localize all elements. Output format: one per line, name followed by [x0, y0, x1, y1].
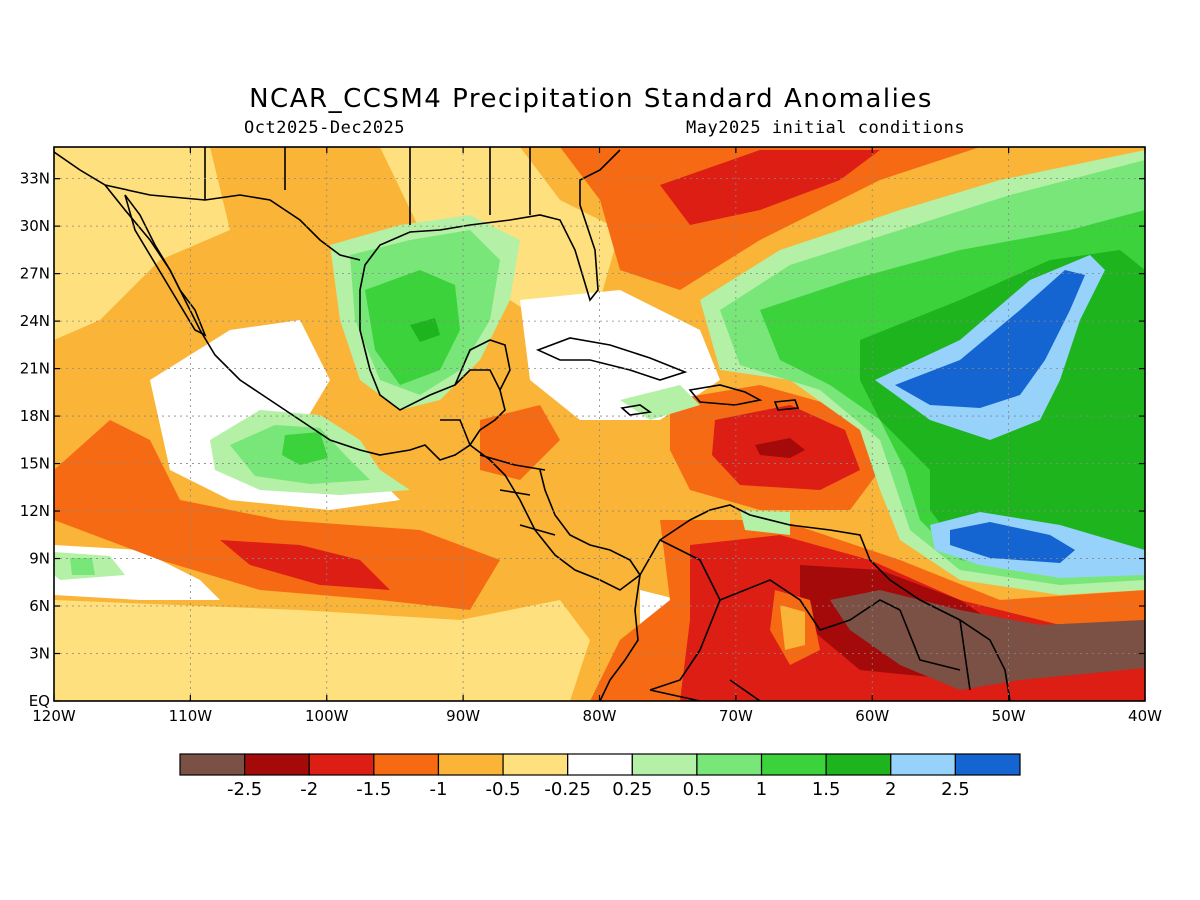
colorbar-label: -1.5	[356, 779, 391, 800]
lat-label: 21N	[20, 360, 50, 378]
colorbar-swatch	[696, 753, 763, 776]
colorbar-label: 0.25	[612, 779, 652, 800]
map-title: NCAR_CCSM4 Precipitation Standard Anomal…	[249, 84, 933, 114]
colorbar-label: 2.5	[941, 779, 970, 800]
colorbar-swatch	[437, 753, 504, 776]
border-south-america	[649, 539, 971, 701]
coastline-central-america	[469, 444, 642, 591]
gridlines	[54, 147, 1145, 701]
coastline-cuba	[535, 337, 688, 381]
lat-label: 30N	[20, 217, 50, 235]
border-us-states	[204, 147, 531, 225]
anomaly-dark-green-region	[410, 318, 440, 342]
colorbar-label: 1	[756, 779, 767, 800]
colorbar-swatch	[825, 753, 892, 776]
anomaly-orange-region	[560, 147, 980, 290]
longitude-axis: 120W 110W 100W 90W 80W 70W 60W 50W 40W	[32, 147, 1162, 725]
anomaly-blue-region	[950, 522, 1075, 563]
colorbar-swatch	[373, 753, 440, 776]
anomaly-pale-yellow-region	[780, 605, 805, 650]
anomaly-red-region	[660, 150, 880, 225]
lat-label: 3N	[29, 645, 50, 663]
anomaly-light-green-region	[620, 385, 700, 420]
colorbar-swatch	[631, 753, 698, 776]
anomaly-very-dry-region	[830, 590, 1145, 690]
colorbar-label: 2	[885, 779, 896, 800]
lat-label: 27N	[20, 265, 50, 283]
lon-label: 40W	[1128, 707, 1162, 725]
anomaly-medium-green-region	[282, 432, 328, 465]
coastline-jamaica	[620, 404, 653, 416]
lon-label: 80W	[583, 707, 617, 725]
coastlines	[54, 147, 1011, 701]
lat-label: 6N	[29, 597, 50, 615]
coastline-pacific-sa	[599, 574, 641, 701]
colorbar-label: -0.25	[544, 779, 591, 800]
colorbar-label: -0.5	[486, 779, 521, 800]
colorbar-label: -2	[300, 779, 318, 800]
colorbar-swatch	[954, 753, 1021, 776]
colorbar-swatch	[567, 753, 633, 776]
lon-label: 110W	[169, 707, 213, 725]
colorbar: -2.5 -2 -1.5 -1 -0.5 -0.25 0.25 0.5 1 1.5 2 2.5	[179, 753, 1021, 800]
anomaly-orange-region	[54, 420, 500, 610]
lat-label: 33N	[20, 170, 50, 188]
colorbar-swatch	[890, 753, 956, 776]
anomaly-red-region	[220, 540, 390, 590]
lat-label: EQ	[29, 692, 50, 710]
anomaly-field	[54, 147, 1145, 701]
lon-label: 100W	[305, 707, 349, 725]
colorbar-label: 0.5	[683, 779, 712, 800]
border-central-america	[440, 419, 556, 536]
border-us-mexico	[104, 184, 361, 261]
coastline-yucatan	[454, 339, 511, 391]
colorbar-swatch	[179, 753, 246, 776]
colorbar-swatch	[502, 753, 569, 776]
anomaly-dark-red-region	[755, 438, 805, 458]
lat-label: 12N	[20, 502, 50, 520]
lon-label: 120W	[32, 707, 76, 725]
colorbar-label: 1.5	[812, 779, 841, 800]
initial-conditions: May2025 initial conditions	[686, 118, 966, 138]
anomaly-pale-yellow-region	[54, 147, 230, 340]
latitude-axis: 33N 30N 27N 24N 21N 18N 15N 12N 9N 6N 3N EQ	[20, 170, 1145, 710]
colorbar-label: -1	[429, 779, 447, 800]
coastline-hispaniola	[688, 384, 763, 406]
coastline-north-america	[54, 149, 621, 461]
colorbar-swatch	[760, 753, 827, 776]
lat-label: 9N	[29, 550, 50, 568]
lon-label: 50W	[992, 707, 1026, 725]
lat-label: 15N	[20, 455, 50, 473]
anomaly-pale-yellow-region	[54, 600, 590, 701]
colorbar-swatch	[308, 753, 375, 776]
coastline-south-america	[639, 504, 1011, 701]
lon-label: 70W	[719, 707, 753, 725]
colorbar-label: -2.5	[227, 779, 262, 800]
anomaly-blue-region	[895, 270, 1085, 408]
colorbar-swatch	[244, 753, 310, 776]
lat-label: 18N	[20, 407, 50, 425]
coastline-baja	[124, 194, 207, 337]
forecast-period: Oct2025-Dec2025	[244, 118, 406, 138]
lon-label: 60W	[855, 707, 889, 725]
lat-label: 24N	[20, 312, 50, 330]
anomaly-green-region	[70, 558, 95, 575]
coastline-puerto-rico	[773, 399, 800, 411]
lon-label: 90W	[446, 707, 480, 725]
